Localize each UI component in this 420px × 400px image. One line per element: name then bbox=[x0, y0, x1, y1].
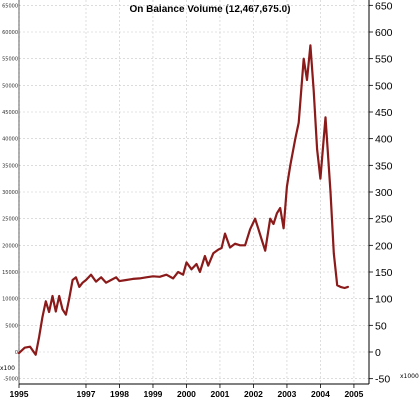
right-tick-label: -50 bbox=[375, 374, 390, 386]
left-tick-label: 20000 bbox=[2, 243, 18, 249]
left-tick-label: 65000 bbox=[2, 3, 18, 9]
right-tick-label: 600 bbox=[375, 27, 393, 39]
right-tick-label: 100 bbox=[375, 294, 393, 306]
left-tick-label: 25000 bbox=[2, 217, 18, 223]
right-tick-label: 550 bbox=[375, 54, 393, 66]
left-tick-label: 45000 bbox=[2, 110, 18, 116]
grid bbox=[18, 0, 369, 384]
left-tick-label: 0 bbox=[15, 350, 18, 356]
x-tick-label: 1997 bbox=[77, 389, 96, 399]
right-tick-label: 500 bbox=[375, 80, 393, 92]
right-tick-label: 300 bbox=[375, 187, 393, 199]
x-axis-ticks: 1995 1997 1998 1999 2000 2001 2002 2003 2004 2005 bbox=[10, 384, 364, 399]
x-tick-label: 2000 bbox=[177, 389, 196, 399]
left-tick-label: 50000 bbox=[2, 83, 18, 89]
x-tick-label: 1995 bbox=[10, 389, 29, 399]
right-tick-label: 0 bbox=[375, 347, 381, 359]
right-tick-label: 50 bbox=[375, 320, 387, 332]
x-tick-label: 2005 bbox=[344, 389, 363, 399]
left-tick-label: 35000 bbox=[2, 163, 18, 169]
x-tick-label: 2001 bbox=[210, 389, 229, 399]
right-tick-label: 200 bbox=[375, 240, 393, 252]
left-tick-label: 5000 bbox=[5, 323, 18, 329]
left-tick-label: 15000 bbox=[2, 270, 18, 276]
right-axis-unit-label: x1000 bbox=[400, 373, 419, 380]
left-tick-label: -5000 bbox=[3, 377, 18, 383]
left-axis-ticks: -5000 0 5000 10000 15000 20000 25000 30000 35000… bbox=[2, 3, 18, 382]
x-tick-label: 2003 bbox=[277, 389, 296, 399]
left-tick-label: 30000 bbox=[2, 190, 18, 196]
obv-series-line bbox=[17, 44, 349, 356]
x-tick-label: 1998 bbox=[110, 389, 129, 399]
left-tick-label: 60000 bbox=[2, 30, 18, 36]
chart-title: On Balance Volume (12,467,675.0) bbox=[129, 4, 290, 15]
right-tick-label: 650 bbox=[375, 0, 393, 12]
series-layer bbox=[17, 44, 349, 356]
right-tick-label: 250 bbox=[375, 214, 393, 226]
x-tick-label: 2002 bbox=[244, 389, 263, 399]
right-axis-ticks: -50 0 50 100 150 200 250 300 350 400 450 500 550 600 6… bbox=[369, 0, 393, 386]
right-tick-label: 400 bbox=[375, 134, 393, 146]
x-tick-label: 2004 bbox=[311, 389, 330, 399]
left-axis-unit-label: x100 bbox=[0, 365, 15, 372]
right-tick-label: 350 bbox=[375, 160, 393, 172]
left-tick-label: 55000 bbox=[2, 57, 18, 63]
x-tick-label: 1999 bbox=[144, 389, 163, 399]
right-tick-label: 450 bbox=[375, 107, 393, 119]
left-tick-label: 10000 bbox=[2, 297, 18, 303]
right-tick-label: 150 bbox=[375, 267, 393, 279]
left-tick-label: 40000 bbox=[2, 137, 18, 143]
